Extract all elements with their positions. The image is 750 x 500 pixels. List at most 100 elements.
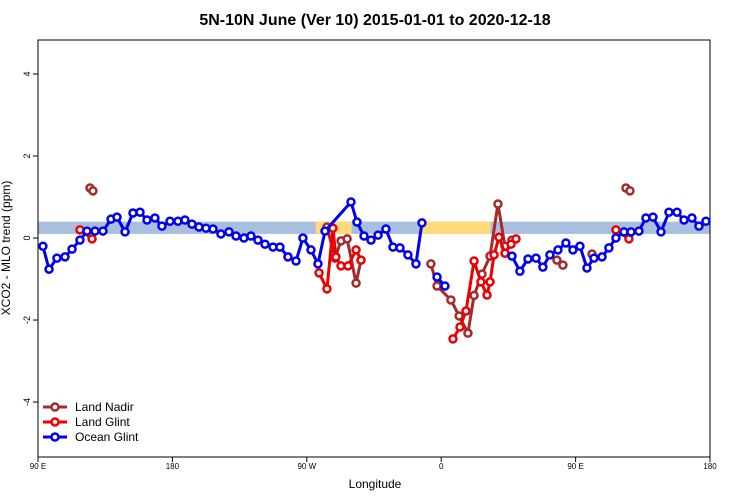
data-point <box>403 250 413 260</box>
data-point <box>313 259 323 269</box>
data-point <box>701 216 711 226</box>
data-point <box>469 290 479 301</box>
legend-label: Land Glint <box>75 415 130 429</box>
data-point <box>448 334 458 344</box>
data-point <box>531 253 541 263</box>
y-tick-label: -4 <box>22 398 32 406</box>
data-point <box>476 277 486 287</box>
data-point <box>626 227 636 237</box>
data-point <box>597 252 607 262</box>
data-point <box>463 328 473 338</box>
data-point <box>545 250 555 260</box>
data-point <box>342 234 352 244</box>
data-point <box>381 224 391 234</box>
y-tick-label: 0 <box>22 236 32 241</box>
data-point <box>454 311 464 321</box>
data-point <box>432 281 442 291</box>
data-point <box>506 239 516 249</box>
data-point <box>648 212 658 222</box>
data-point <box>343 261 353 271</box>
data-point <box>67 244 77 254</box>
data-point <box>511 234 521 244</box>
data-point <box>142 215 152 225</box>
data-point <box>494 232 504 242</box>
data-point <box>561 238 571 248</box>
data-point <box>432 272 442 282</box>
data-point <box>75 235 85 245</box>
data-point <box>60 252 70 262</box>
data-point <box>283 252 293 262</box>
data-point <box>656 227 666 237</box>
data-point <box>275 242 285 252</box>
data-point <box>446 295 456 305</box>
data-point <box>52 253 62 263</box>
data-point <box>88 186 98 196</box>
data-point <box>507 251 517 261</box>
legend-marker <box>50 402 60 412</box>
data-point <box>679 215 689 225</box>
data-point <box>208 224 218 234</box>
highlight-span <box>418 221 491 234</box>
data-point <box>538 262 548 272</box>
data-point <box>120 227 130 237</box>
y-tick-label: -2 <box>22 316 32 324</box>
data-point <box>90 226 100 236</box>
data-point <box>611 225 621 235</box>
data-point <box>346 197 356 207</box>
data-point <box>314 268 324 278</box>
data-point <box>320 226 330 236</box>
data-point <box>469 256 479 266</box>
chart-title: 5N-10N June (Ver 10) 2015-01-01 to 2020-… <box>199 12 550 29</box>
data-point <box>461 306 471 316</box>
data-point <box>417 218 427 228</box>
data-point <box>366 235 376 245</box>
data-point <box>664 207 674 217</box>
data-point <box>575 241 585 251</box>
data-point <box>625 186 635 196</box>
data-point <box>411 259 421 269</box>
data-point <box>180 215 190 225</box>
data-point <box>82 226 92 236</box>
data-point <box>291 256 301 266</box>
x-tick-label: 180 <box>166 462 180 471</box>
data-point <box>440 281 450 291</box>
x-tick-label: 90 E <box>567 462 583 471</box>
data-point <box>493 199 503 209</box>
legend-label: Ocean Glint <box>75 430 139 444</box>
x-tick-label: 180 <box>703 462 717 471</box>
data-point <box>489 250 499 260</box>
data-point <box>373 230 383 240</box>
legend-marker <box>50 417 60 427</box>
data-point <box>395 243 405 253</box>
data-point <box>426 259 436 269</box>
data-point <box>672 207 682 217</box>
data-point <box>351 278 361 288</box>
data-point <box>224 227 234 237</box>
legend-label: Land Nadir <box>75 400 134 414</box>
data-point <box>165 216 175 226</box>
data-point <box>515 266 525 277</box>
data-point <box>604 243 614 253</box>
x-tick-label: 0 <box>439 462 444 471</box>
y-tick-label: 4 <box>22 72 32 77</box>
data-point <box>98 226 108 236</box>
y-tick-label: 2 <box>22 154 32 159</box>
data-point <box>356 255 366 265</box>
data-point <box>322 284 332 294</box>
data-point <box>687 213 697 223</box>
data-point <box>298 233 308 243</box>
data-point <box>351 245 361 255</box>
data-point <box>553 245 563 255</box>
data-point <box>611 233 621 243</box>
data-point <box>135 207 145 217</box>
data-point <box>246 231 256 241</box>
data-point <box>523 254 533 264</box>
data-point <box>482 290 492 300</box>
data-point <box>231 231 241 241</box>
data-point <box>568 245 578 255</box>
data-point <box>306 245 316 255</box>
data-point <box>582 263 592 273</box>
data-point <box>485 277 495 287</box>
data-point <box>331 252 341 262</box>
